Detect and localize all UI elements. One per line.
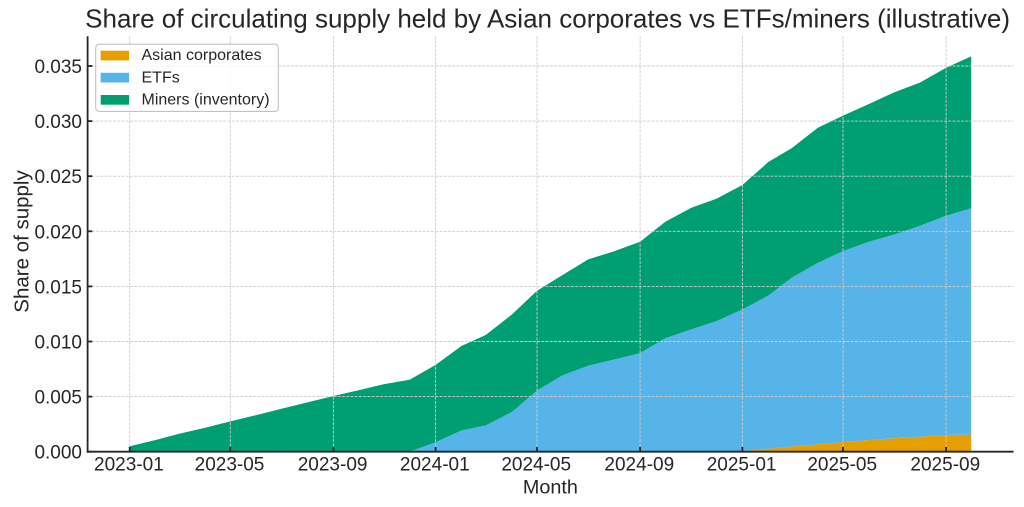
svg-text:0.015: 0.015 [34, 277, 82, 298]
svg-text:0.005: 0.005 [34, 388, 82, 409]
svg-text:0.000: 0.000 [34, 443, 82, 464]
svg-text:Share of supply: Share of supply [11, 170, 34, 313]
svg-text:Miners (inventory): Miners (inventory) [142, 92, 270, 109]
svg-text:0.020: 0.020 [34, 222, 82, 243]
svg-text:2024-09: 2024-09 [604, 455, 674, 476]
svg-text:2023-05: 2023-05 [195, 455, 265, 476]
svg-text:0.035: 0.035 [34, 57, 82, 78]
svg-text:2025-09: 2025-09 [910, 455, 980, 476]
svg-text:0.025: 0.025 [34, 167, 82, 188]
svg-text:0.030: 0.030 [34, 112, 82, 133]
svg-text:Month: Month [523, 476, 578, 498]
svg-text:2024-01: 2024-01 [400, 455, 470, 476]
svg-text:2025-05: 2025-05 [807, 455, 877, 476]
svg-text:Asian corporates: Asian corporates [142, 47, 262, 64]
svg-text:0.010: 0.010 [34, 333, 82, 354]
svg-text:2025-01: 2025-01 [707, 455, 777, 476]
svg-text:ETFs: ETFs [142, 69, 180, 86]
svg-text:2024-05: 2024-05 [501, 455, 571, 476]
svg-text:Share of circulating supply he: Share of circulating supply held by Asia… [85, 3, 1010, 33]
svg-text:2023-09: 2023-09 [298, 455, 368, 476]
svg-text:2023-01: 2023-01 [94, 455, 164, 476]
